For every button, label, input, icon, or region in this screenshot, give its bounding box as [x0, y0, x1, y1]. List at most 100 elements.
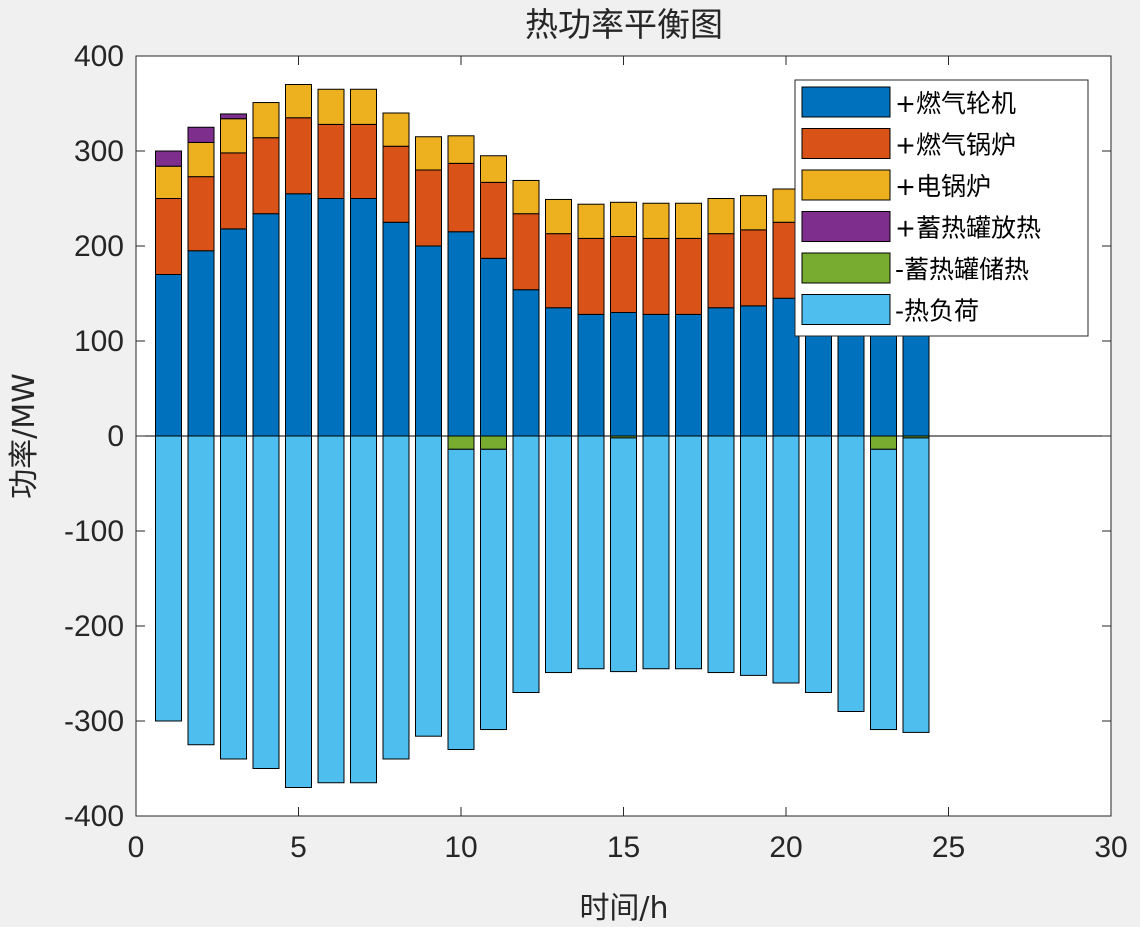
bar-3-3 — [220, 118, 247, 154]
bars-layer — [155, 84, 930, 788]
bar-3-4 — [252, 102, 280, 139]
legend-swatch-4 — [801, 211, 891, 242]
bar-6-19 — [740, 435, 767, 676]
bar-1-16 — [642, 313, 670, 437]
bar-5-10 — [447, 435, 475, 450]
bar-2-10 — [447, 162, 475, 233]
bar-2-5 — [285, 117, 312, 195]
legend-swatch-5 — [801, 252, 891, 284]
bar-3-14 — [577, 203, 605, 239]
bar-6-7 — [350, 435, 377, 784]
bar-1-4 — [252, 213, 280, 437]
x-tick-label: 15 — [607, 831, 640, 864]
bar-6-22 — [837, 435, 865, 712]
bar-6-14 — [577, 435, 605, 670]
bar-6-23 — [870, 448, 897, 731]
chart-title: 热功率平衡图 — [525, 5, 723, 44]
bar-6-3 — [220, 435, 247, 760]
bar-2-18 — [707, 233, 735, 309]
bar-5-23 — [870, 435, 897, 450]
bar-5-11 — [480, 435, 507, 450]
bar-2-3 — [220, 152, 247, 230]
bar-6-1 — [155, 435, 182, 722]
legend-swatch-1 — [801, 86, 891, 118]
bar-6-2 — [187, 435, 215, 746]
bar-3-11 — [480, 155, 507, 183]
bar-2-19 — [740, 229, 767, 307]
ticks-layer: 0 5 10 15 20 25 30 -400 -300 -200 -100 0 100 200 300 40… — [64, 40, 1128, 864]
bar-6-8 — [382, 435, 410, 760]
bar-1-17 — [675, 313, 702, 437]
legend-label-4: +蓄热罐放热 — [895, 214, 1041, 243]
bar-1-13 — [545, 307, 572, 437]
bar-6-11 — [480, 448, 507, 731]
bar-6-21 — [805, 435, 832, 693]
legend-label-1: +燃气轮机 — [895, 89, 1016, 118]
bar-3-18 — [707, 198, 735, 235]
bar-6-24 — [902, 437, 930, 733]
bar-1-14 — [577, 313, 605, 437]
bar-3-16 — [642, 202, 670, 239]
bar-1-3 — [220, 228, 247, 437]
legend-swatch-2 — [801, 128, 891, 159]
bar-2-16 — [642, 237, 670, 315]
bar-6-20 — [772, 435, 800, 684]
x-tick-label: 30 — [1094, 831, 1127, 864]
bar-3-13 — [545, 198, 572, 235]
x-axis-label: 时间/h — [579, 891, 668, 926]
legend-box — [794, 79, 1089, 337]
bar-1-6 — [317, 198, 345, 437]
bar-3-2 — [187, 141, 215, 178]
bar-1-7 — [350, 198, 377, 437]
bar-1-11 — [480, 257, 507, 437]
bar-6-6 — [317, 435, 345, 784]
bar-1-10 — [447, 231, 475, 437]
bar-6-13 — [545, 435, 572, 674]
bar-2-7 — [350, 123, 377, 199]
bar-4-1 — [155, 150, 182, 167]
bar-2-12 — [512, 213, 540, 291]
legend: +燃气轮机 +燃气锅炉 +电锅炉 +蓄热罐放热 -蓄热罐储热 -热负荷 — [794, 79, 1089, 337]
bar-2-15 — [610, 236, 637, 313]
y-tick-label: 400 — [74, 40, 124, 73]
y-axis-label: 功率/MW — [7, 373, 42, 499]
y-tick-label: -200 — [64, 610, 124, 643]
bar-1-5 — [285, 193, 312, 437]
legend-swatch-3 — [801, 169, 891, 201]
bar-3-12 — [512, 179, 540, 215]
x-tick-label: 10 — [444, 831, 477, 864]
bar-2-8 — [382, 145, 410, 223]
bar-6-9 — [415, 435, 442, 737]
y-tick-label: -300 — [64, 705, 124, 738]
legend-label-6: -热负荷 — [895, 297, 979, 326]
bar-3-7 — [350, 88, 377, 125]
x-tick-label: 0 — [128, 831, 145, 864]
bar-2-2 — [187, 176, 215, 252]
bar-2-14 — [577, 237, 605, 315]
bar-6-16 — [642, 435, 670, 670]
bar-4-2 — [187, 126, 215, 143]
bar-2-6 — [317, 123, 345, 199]
bar-2-17 — [675, 237, 702, 315]
bar-3-15 — [610, 201, 637, 238]
bar-3-8 — [382, 112, 410, 147]
legend-label-3: +电锅炉 — [895, 172, 991, 201]
legend-swatch-6 — [801, 294, 891, 325]
bar-1-19 — [740, 305, 767, 437]
bar-1-8 — [382, 221, 410, 437]
bar-4-3 — [220, 113, 247, 120]
bar-2-9 — [415, 169, 442, 247]
bar-3-19 — [740, 195, 767, 231]
bar-1-9 — [415, 245, 442, 437]
bar-2-13 — [545, 233, 572, 309]
bar-6-10 — [447, 448, 475, 750]
bar-3-9 — [415, 136, 442, 171]
x-tick-label: 20 — [769, 831, 802, 864]
bar-1-2 — [187, 250, 215, 437]
y-tick-label: 0 — [107, 420, 124, 453]
x-tick-label: 5 — [290, 831, 307, 864]
legend-label-2: +燃气锅炉 — [895, 131, 1016, 160]
bar-6-15 — [610, 437, 637, 673]
y-tick-label: -400 — [64, 800, 124, 833]
